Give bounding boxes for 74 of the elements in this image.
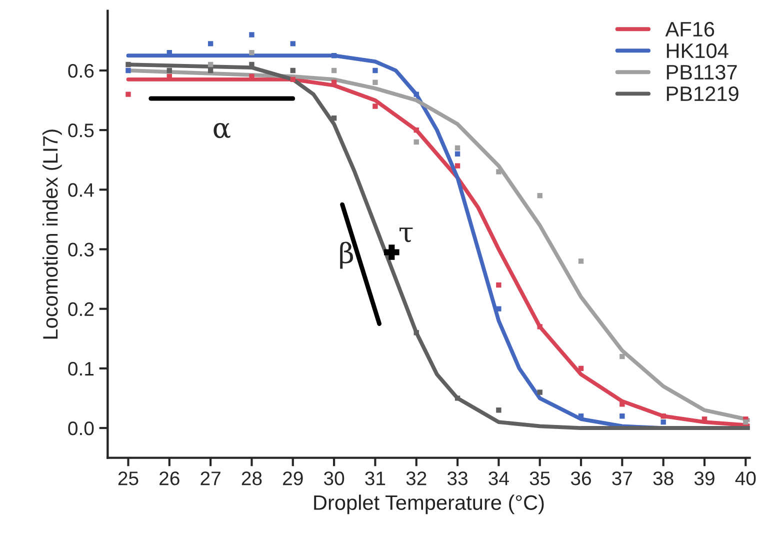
point <box>372 80 378 85</box>
point <box>578 258 584 264</box>
point <box>537 390 542 395</box>
point <box>126 68 131 74</box>
x-tick-label: 39 <box>694 472 714 486</box>
point <box>166 68 172 74</box>
point <box>249 50 254 56</box>
point <box>660 413 666 419</box>
point <box>414 139 419 145</box>
point <box>537 193 542 198</box>
point <box>454 145 460 151</box>
point <box>496 169 502 174</box>
point <box>620 402 625 407</box>
point <box>578 366 584 372</box>
point <box>660 419 666 425</box>
x-tick-label: 27 <box>200 472 220 486</box>
point <box>208 41 214 46</box>
point <box>290 41 296 46</box>
point <box>743 419 748 425</box>
y-tick-label: 0.4 <box>68 183 94 197</box>
x-tick-label: 29 <box>283 472 303 486</box>
annotation: τ <box>400 228 413 242</box>
y-tick-label: 0.6 <box>68 64 94 78</box>
point <box>290 68 296 74</box>
point <box>454 151 460 157</box>
x-axis-title: Droplet Temperature (°C) <box>314 494 544 514</box>
x-tick-label: 37 <box>612 472 632 486</box>
point <box>331 52 337 58</box>
x-tick-label: 34 <box>488 472 509 486</box>
legend-label: HK104 <box>666 43 728 58</box>
point <box>620 413 625 419</box>
y-tick-label: 0.0 <box>68 421 94 436</box>
annotation: β <box>340 242 354 269</box>
point <box>249 32 254 38</box>
y-tick-label: 0.3 <box>68 242 94 256</box>
point <box>454 163 460 168</box>
x-tick-label: 25 <box>118 472 138 486</box>
annotation: α <box>214 122 230 138</box>
point <box>414 127 419 133</box>
x-tick-label: 38 <box>653 472 674 486</box>
x-tick-label: 31 <box>365 472 386 486</box>
y-tick-label: 0.1 <box>68 362 94 376</box>
point <box>331 80 337 85</box>
x-tick-label: 26 <box>160 472 180 486</box>
y-axis-title: Locomotion index (LI7) <box>42 130 62 339</box>
point <box>496 408 502 413</box>
legend-label: AF16 <box>665 22 714 37</box>
x-tick-label: 30 <box>324 472 344 486</box>
point <box>414 92 419 97</box>
point <box>620 354 625 360</box>
x-tick-label: 40 <box>735 472 756 486</box>
point <box>126 92 131 97</box>
point <box>208 62 214 68</box>
point <box>208 68 214 74</box>
point <box>331 68 337 74</box>
point <box>290 76 296 82</box>
point <box>414 330 419 336</box>
x-tick-label: 35 <box>530 472 550 486</box>
point <box>496 306 502 312</box>
point <box>537 324 542 330</box>
point <box>372 68 378 74</box>
point <box>126 62 131 68</box>
legend-label: PB1137 <box>666 64 737 80</box>
point <box>372 104 378 109</box>
x-tick-label: 33 <box>447 472 468 486</box>
y-tick-label: 0.2 <box>68 302 94 316</box>
point <box>496 282 502 288</box>
x-tick-label: 36 <box>570 472 591 486</box>
point <box>454 396 460 401</box>
y-tick-label: 0.5 <box>68 124 94 138</box>
x-tick-label: 28 <box>242 472 262 486</box>
x-tick-label: 32 <box>406 472 426 486</box>
legend-label: PB1219 <box>666 86 738 102</box>
point <box>331 116 337 121</box>
